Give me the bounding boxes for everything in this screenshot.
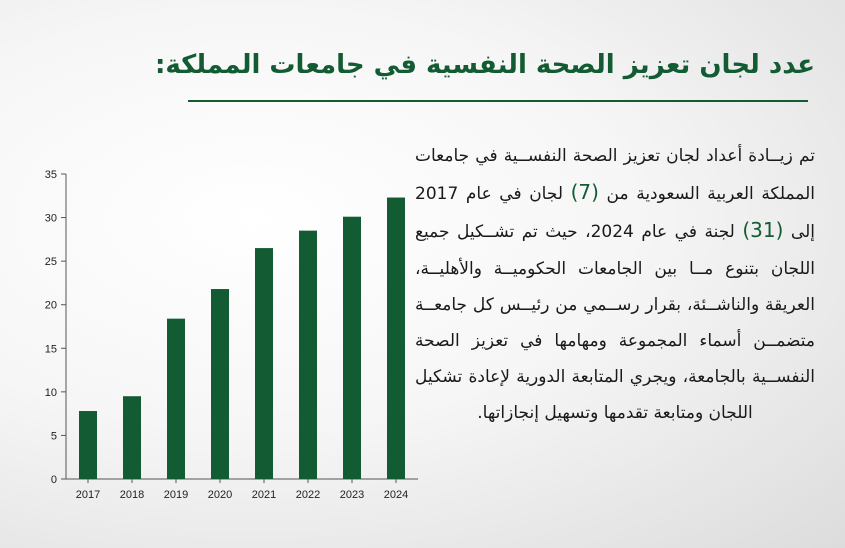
page-title: عدد لجان تعزيز الصحة النفسية في جامعات ا… (154, 50, 815, 80)
bar-2020 (211, 289, 229, 479)
y-tick-label: 0 (51, 474, 57, 486)
bar-2022 (299, 230, 317, 479)
highlight-value-to: (31) (742, 218, 784, 243)
description-paragraph: تم زيــادة أعداد لجان تعزيز الصحة النفسـ… (415, 138, 815, 432)
paragraph-text-2: لجان في عام 2017 إلى (415, 184, 815, 243)
chart-axes (61, 173, 418, 483)
bar-2021 (255, 248, 273, 479)
chart-labels: 0 5 10 15 20 25 30 35 2017 2018 2019 2020 2021 2022 20… (45, 169, 408, 501)
x-tick-label: 2023 (340, 489, 364, 501)
x-tick-label: 2021 (252, 489, 276, 501)
bar-2024 (387, 197, 405, 479)
y-tick-label: 35 (45, 169, 57, 181)
bar-2019 (167, 318, 185, 479)
bar-2023 (343, 216, 361, 479)
x-tick-label: 2024 (384, 489, 408, 501)
x-tick-label: 2018 (120, 489, 144, 501)
bar-2017 (79, 411, 97, 479)
chart-bars (79, 197, 405, 479)
x-tick-label: 2019 (164, 489, 188, 501)
y-tick-label: 5 (51, 430, 57, 442)
y-tick-label: 15 (45, 343, 57, 355)
paragraph-text-1: تم زيــادة أعداد لجان تعزيز الصحة النفسـ… (415, 146, 816, 205)
x-tick-label: 2022 (296, 489, 320, 501)
title-underline (188, 100, 808, 102)
bar-2018 (123, 396, 141, 479)
x-tick-label: 2017 (76, 489, 100, 501)
x-tick-label: 2020 (208, 489, 232, 501)
highlight-value-from: (7) (570, 180, 599, 205)
y-tick-label: 10 (45, 387, 57, 399)
y-tick-label: 20 (45, 300, 57, 312)
paragraph-text-3: لجنة في عام 2024، حيث تم تشــكيل جميع ال… (415, 222, 815, 424)
y-tick-label: 25 (45, 256, 57, 268)
y-tick-label: 30 (45, 213, 57, 225)
